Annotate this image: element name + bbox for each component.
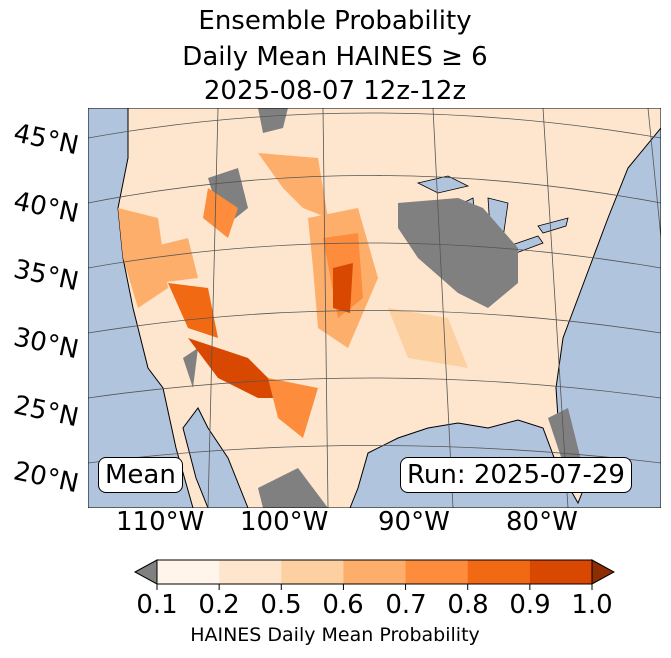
mean-label: Mean <box>98 457 183 493</box>
colorbar-over-triangle <box>591 559 615 585</box>
colorbar-tick: 0.2 <box>198 590 240 620</box>
lat-label-25: 25°N <box>10 390 82 434</box>
lon-label-80: 80°W <box>506 507 578 537</box>
probability-areas <box>118 153 468 438</box>
lon-label-90: 90°W <box>378 507 450 537</box>
lat-label-35: 35°N <box>10 254 82 298</box>
title-line-3: 2025-08-07 12z-12z <box>203 76 467 106</box>
colorbar-segment <box>281 560 344 584</box>
colorbar-segment <box>343 560 407 584</box>
graticule <box>88 108 661 508</box>
colorbar-segment <box>467 560 531 584</box>
lat-label-20: 20°N <box>10 456 82 500</box>
colorbar <box>133 559 615 590</box>
lat-label-30: 30°N <box>10 322 82 366</box>
colorbar-tick: 0.9 <box>509 590 551 620</box>
lon-label-110: 110°W <box>116 507 205 537</box>
colorbar-tick: 0.6 <box>322 590 364 620</box>
colorbar-outline <box>156 559 593 585</box>
under-threshold-areas <box>183 108 583 508</box>
colorbar-tick: 0.5 <box>260 590 302 620</box>
colorbar-segment <box>529 560 593 584</box>
probability-map <box>88 108 661 508</box>
title-line-1: Ensemble Probability <box>198 6 472 36</box>
colorbar-segment <box>219 560 282 584</box>
run-date-label: Run: 2025-07-29 <box>400 457 632 493</box>
colorbar-tick: 1.0 <box>571 590 613 620</box>
colorbar-tick: 0.1 <box>136 590 178 620</box>
lat-label-40: 40°N <box>10 186 82 230</box>
lat-label-45: 45°N <box>10 118 82 162</box>
land <box>117 108 661 508</box>
colorbar-tick: 0.8 <box>447 590 489 620</box>
colorbar-segment <box>157 560 220 584</box>
colorbar-under-triangle <box>133 559 158 585</box>
colorbar-label: HAINES Daily Mean Probability <box>190 624 480 646</box>
colorbar-tick: 0.7 <box>385 590 427 620</box>
title-line-2: Daily Mean HAINES ≥ 6 <box>182 42 488 72</box>
lon-label-100: 100°W <box>240 507 329 537</box>
colorbar-segment <box>405 560 469 584</box>
